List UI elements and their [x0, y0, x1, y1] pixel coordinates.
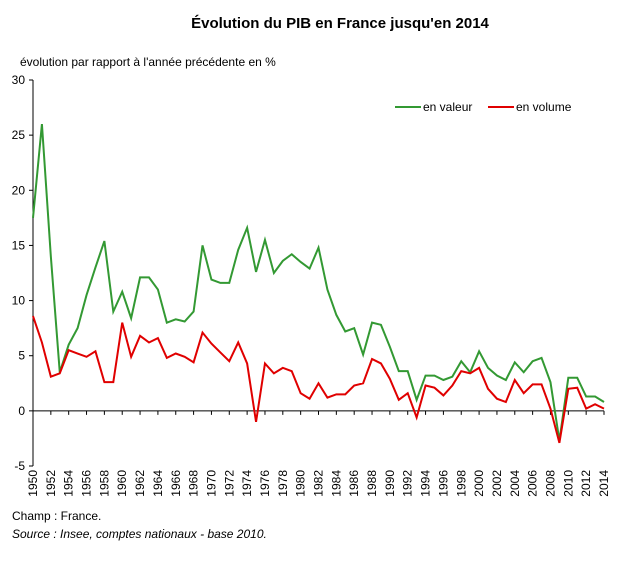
x-tick-label: 1962 — [133, 470, 147, 497]
x-tick-label: 1990 — [383, 470, 397, 497]
y-tick-label: -5 — [14, 459, 25, 473]
y-tick-label: 0 — [18, 404, 25, 418]
x-tick-label: 2014 — [597, 470, 611, 497]
y-tick-label: 25 — [12, 128, 26, 142]
legend-label: en volume — [516, 100, 572, 114]
x-tick-label: 1960 — [115, 470, 129, 497]
y-tick-label: 15 — [12, 238, 26, 252]
x-tick-label: 1956 — [80, 470, 94, 497]
series-line — [32, 315, 605, 444]
x-tick-label: 1996 — [436, 470, 450, 497]
x-tick-label: 1964 — [151, 470, 165, 497]
x-tick-label: 1980 — [294, 470, 308, 497]
x-tick-label: 2002 — [490, 470, 504, 497]
x-tick-label: 2004 — [508, 470, 522, 497]
x-tick-label: 1998 — [454, 470, 468, 497]
x-tick-label: 1974 — [240, 470, 254, 497]
x-tick-label: 1982 — [312, 470, 326, 497]
x-tick-label: 1988 — [365, 470, 379, 497]
x-tick-label: 1970 — [204, 470, 218, 497]
series-line — [32, 124, 605, 441]
x-tick-label: 1976 — [258, 470, 272, 497]
x-tick-label: 1966 — [169, 470, 183, 497]
y-axis-label: évolution par rapport à l'année précéden… — [20, 55, 276, 69]
y-tick-label: 30 — [12, 73, 26, 87]
x-tick-label: 1958 — [97, 470, 111, 497]
note: Champ : France. — [12, 509, 101, 523]
x-tick-label: 2012 — [579, 470, 593, 497]
x-tick-label: 1968 — [187, 470, 201, 497]
x-tick-label: 1984 — [329, 470, 343, 497]
x-tick-label: 2006 — [526, 470, 540, 497]
y-tick-label: 10 — [12, 294, 26, 308]
note: Source : Insee, comptes nationaux - base… — [12, 527, 267, 541]
x-tick-label: 1986 — [347, 470, 361, 497]
x-tick-label: 1978 — [276, 470, 290, 497]
x-tick-label: 1972 — [222, 470, 236, 497]
x-tick-label: 2000 — [472, 470, 486, 497]
legend-label: en valeur — [423, 100, 472, 114]
x-tick-label: 2010 — [561, 470, 575, 497]
x-tick-label: 2008 — [543, 470, 557, 497]
x-tick-label: 1954 — [62, 470, 76, 497]
x-tick-label: 1950 — [26, 470, 40, 497]
x-tick-label: 1994 — [419, 470, 433, 497]
chart-title: Évolution du PIB en France jusqu'en 2014 — [191, 15, 489, 32]
x-tick-label: 1992 — [401, 470, 415, 497]
y-tick-label: 20 — [12, 183, 26, 197]
y-tick-label: 5 — [18, 349, 25, 363]
x-tick-label: 1952 — [44, 470, 58, 497]
